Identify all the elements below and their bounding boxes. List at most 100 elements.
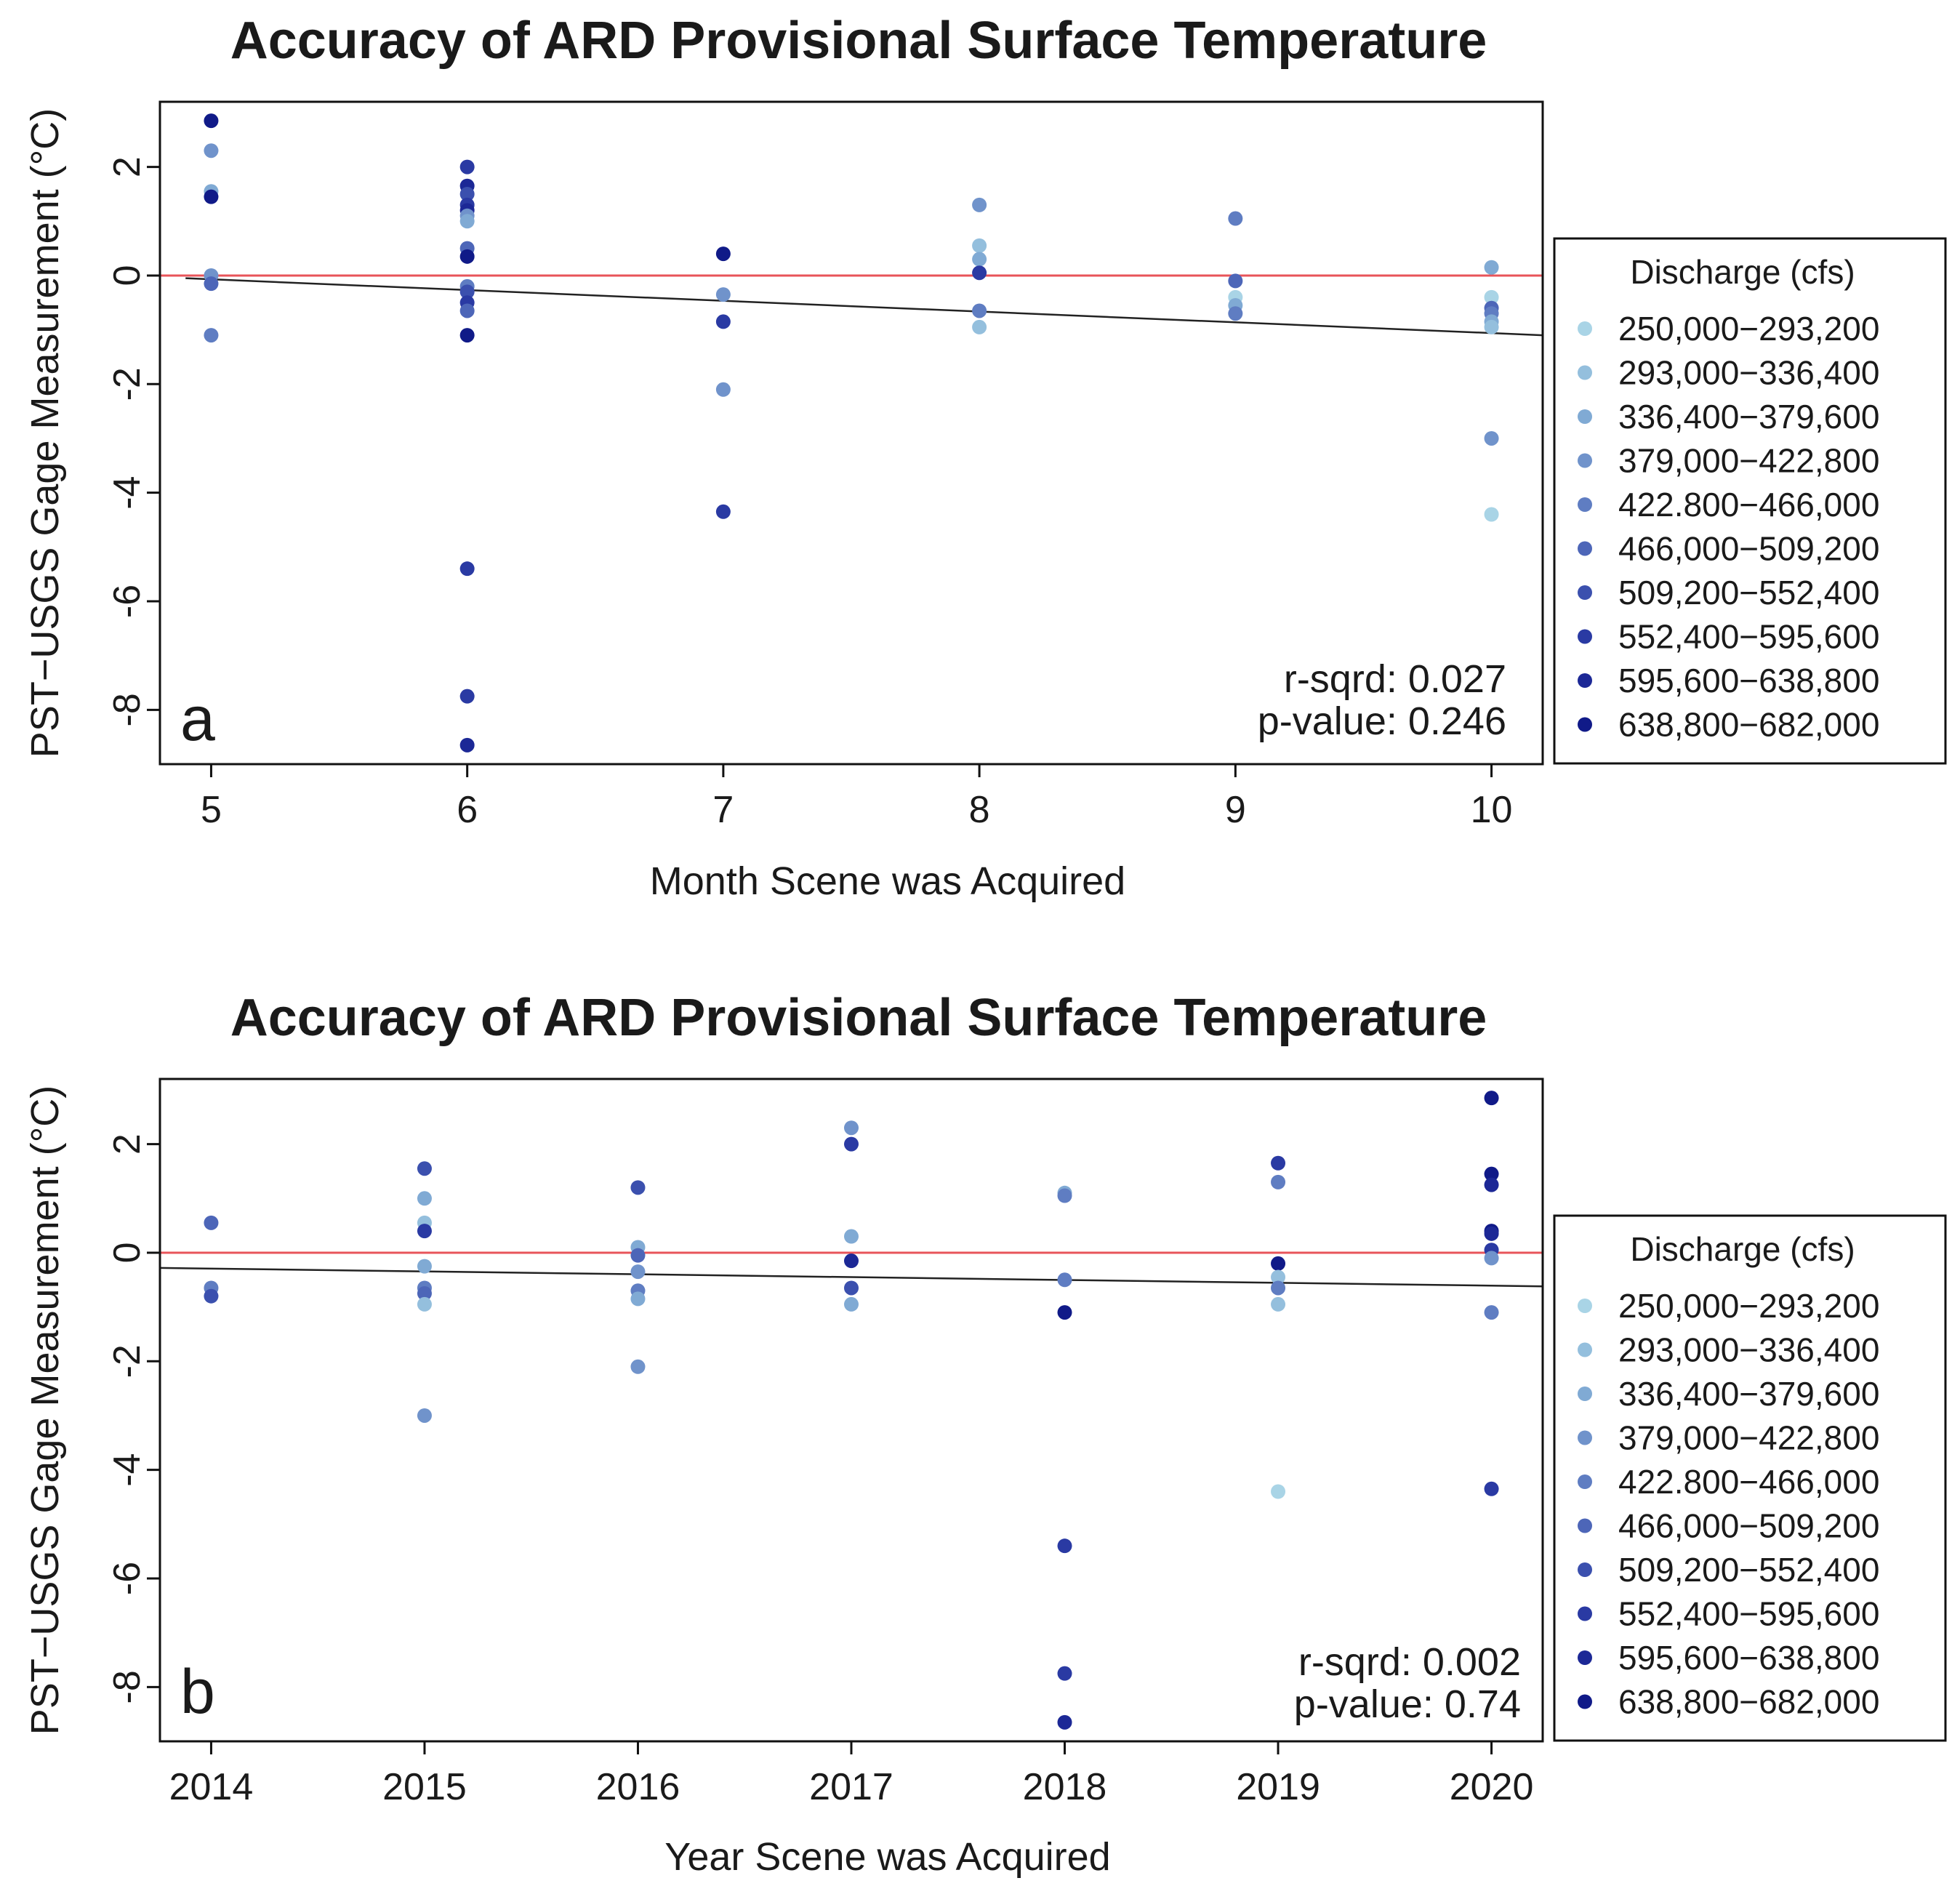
- legend-swatch: [1578, 1518, 1592, 1533]
- y-axis-label: PST−USGS Gage Measurement (°C): [23, 108, 67, 758]
- x-tick-label: 9: [1225, 789, 1246, 831]
- data-point: [844, 1136, 859, 1152]
- legend-entry-label: 336,400−379,600: [1618, 1375, 1879, 1413]
- x-tick-label: 2015: [382, 1766, 467, 1808]
- data-point: [417, 1408, 432, 1423]
- data-point: [972, 252, 987, 267]
- data-point: [459, 328, 475, 343]
- data-point: [1484, 430, 1499, 446]
- legend: Discharge (cfs) 250,000−293,200 293,000−33…: [1553, 1214, 1947, 1742]
- data-point: [204, 143, 219, 158]
- data-point: [1484, 289, 1499, 305]
- data-point: [1057, 1272, 1072, 1288]
- legend-entry-label: 509,200−552,400: [1618, 574, 1879, 611]
- legend-swatch: [1578, 365, 1592, 380]
- data-point: [630, 1264, 646, 1280]
- x-tick-label: 6: [457, 789, 478, 831]
- p-value-label: p-value: 0.246: [1258, 699, 1506, 743]
- data-point: [204, 328, 219, 343]
- data-point: [417, 1224, 432, 1239]
- legend-entry-label: 422.800−466,000: [1618, 1463, 1879, 1501]
- legend-entry-label: 379,000−422,800: [1618, 442, 1879, 480]
- legend: Discharge (cfs) 250,000−293,200 293,000−33…: [1553, 237, 1947, 765]
- x-tick-label: 10: [1471, 789, 1513, 831]
- data-point: [1057, 1714, 1072, 1730]
- data-point: [1484, 507, 1499, 522]
- plot-frame: [158, 100, 1544, 766]
- r-squared-label: r-sqrd: 0.002: [1298, 1640, 1521, 1684]
- p-value-label: p-value: 0.74: [1294, 1682, 1521, 1726]
- x-tick-label: 2020: [1450, 1766, 1534, 1808]
- data-point: [459, 214, 475, 229]
- data-point: [1271, 1280, 1286, 1296]
- data-point: [204, 1215, 219, 1230]
- legend-entry-label: 595,600−638,800: [1618, 662, 1879, 699]
- data-point: [1484, 1091, 1499, 1106]
- legend-swatch: [1578, 1387, 1592, 1401]
- data-point: [844, 1229, 859, 1244]
- legend-swatch: [1578, 321, 1592, 336]
- data-point: [204, 276, 219, 292]
- data-point: [459, 249, 475, 264]
- data-point: [417, 1259, 432, 1274]
- y-tick-label: -4: [106, 476, 148, 510]
- legend-swatch: [1578, 453, 1592, 468]
- data-point: [1484, 319, 1499, 334]
- data-point: [204, 189, 219, 204]
- legend-swatch: [1578, 497, 1592, 512]
- x-axis-label: Year Scene was Acquired: [664, 1835, 1110, 1879]
- legend-entry-label: 422.800−466,000: [1618, 486, 1879, 523]
- data-point: [1484, 1251, 1499, 1266]
- x-tick-label: 2016: [596, 1766, 680, 1808]
- data-point: [417, 1296, 432, 1312]
- legend-entry-label: 336,400−379,600: [1618, 398, 1879, 436]
- legend-swatch: [1578, 1694, 1592, 1709]
- data-point: [417, 1191, 432, 1206]
- data-point: [972, 265, 987, 281]
- legend-swatch: [1578, 585, 1592, 600]
- data-point: [972, 197, 987, 212]
- y-tick-label: 2: [106, 156, 148, 177]
- legend-swatch: [1578, 409, 1592, 424]
- x-tick-label: 2018: [1023, 1766, 1107, 1808]
- data-point: [459, 159, 475, 174]
- y-tick-label: -2: [106, 1344, 148, 1378]
- data-point: [1271, 1174, 1286, 1189]
- y-tick-label: -8: [106, 1670, 148, 1704]
- data-point: [715, 246, 731, 262]
- legend-entry-label: 509,200−552,400: [1618, 1551, 1879, 1589]
- data-point: [1057, 1305, 1072, 1320]
- data-point: [715, 314, 731, 329]
- x-tick-label: 2019: [1236, 1766, 1320, 1808]
- legend-title: Discharge (cfs): [1630, 253, 1855, 291]
- data-point: [1484, 260, 1499, 275]
- legend-entry-label: 466,000−509,200: [1618, 530, 1879, 568]
- data-point: [630, 1291, 646, 1307]
- y-tick-label: 0: [106, 265, 148, 286]
- data-points: [204, 1091, 1499, 1730]
- data-point: [715, 287, 731, 302]
- legend-swatch: [1578, 1430, 1592, 1445]
- data-point: [1484, 1481, 1499, 1496]
- data-point: [972, 238, 987, 253]
- data-point: [972, 319, 987, 334]
- data-point: [204, 113, 219, 129]
- data-point: [1228, 273, 1243, 289]
- legend-swatch: [1578, 1606, 1592, 1621]
- data-point: [1484, 1226, 1499, 1241]
- y-tick-label: -8: [106, 693, 148, 726]
- data-point: [1228, 306, 1243, 321]
- x-tick-label: 2014: [169, 1766, 254, 1808]
- legend-swatch: [1578, 717, 1592, 732]
- data-point: [844, 1280, 859, 1296]
- data-point: [417, 1161, 432, 1176]
- x-tick-label: 7: [712, 789, 734, 831]
- x-axis: 2014 2015 2016 2017 2018 2019 2020: [169, 1741, 1534, 1808]
- legend-entry-label: 552,400−595,600: [1618, 618, 1879, 656]
- chart-title: Accuracy of ARD Provisional Surface Temp…: [230, 989, 1487, 1047]
- data-point: [459, 689, 475, 704]
- data-point: [1271, 1296, 1286, 1312]
- x-axis-label: Month Scene was Acquired: [650, 859, 1125, 903]
- data-point: [715, 504, 731, 519]
